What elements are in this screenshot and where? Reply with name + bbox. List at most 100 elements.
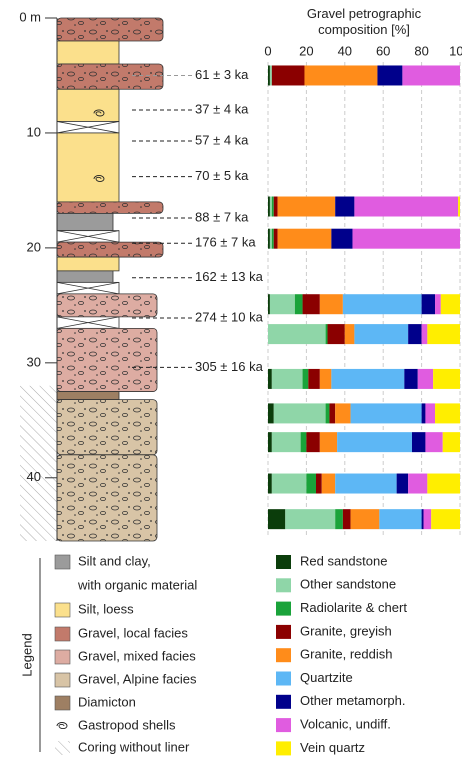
bar-segment (422, 509, 424, 529)
legend-swatch (55, 555, 70, 569)
age-label: 61 ± 3 ka (195, 67, 249, 82)
bar-segment (335, 403, 350, 423)
bar-segment (422, 324, 428, 344)
bar-segment (268, 369, 272, 389)
legend-swatch (276, 578, 291, 592)
bar-segment (268, 197, 270, 217)
legend-swatch (276, 555, 291, 569)
legend-swatch (55, 741, 70, 755)
x-tick-label: 80 (414, 43, 428, 58)
bar-segment (303, 369, 309, 389)
bar-segment (431, 509, 460, 529)
layer-texture (57, 64, 163, 89)
legend-label: Coring without liner (78, 739, 190, 754)
bar-segment (306, 432, 319, 452)
bar-segment (274, 403, 326, 423)
legend-swatch (55, 650, 70, 664)
legend-swatch (276, 672, 291, 686)
bar-segment (270, 229, 272, 249)
bar-segment (354, 197, 458, 217)
bar-segment (303, 294, 320, 314)
bar-segment (272, 197, 274, 217)
bar-segment (274, 229, 278, 249)
bar-segment (270, 197, 272, 217)
legend-label: Diamicton (78, 694, 136, 709)
bar-segment (329, 403, 335, 423)
bar-segment (268, 324, 326, 344)
bar-segment (316, 474, 322, 494)
bar-segment (335, 509, 343, 529)
core-gap (57, 317, 119, 328)
bar-segment (301, 432, 307, 452)
bar-segment (458, 197, 460, 217)
bar-segment (278, 197, 336, 217)
bar-segment (337, 432, 412, 452)
y-tick-label: 10 (27, 124, 41, 139)
age-label: 274 ± 10 ka (195, 309, 264, 324)
legend-swatch (55, 673, 70, 687)
core-gap (57, 282, 119, 293)
legend-swatch (55, 603, 70, 617)
bar-segment (320, 432, 337, 452)
page: Legend 0 m1020304061 ± 3 ka37 ± 4 ka57 ±… (0, 0, 462, 757)
bar-segment (343, 294, 422, 314)
bar-segment (331, 229, 352, 249)
bar-segment (328, 324, 345, 344)
x-tick-label: 0 (264, 43, 271, 58)
bar-segment (272, 65, 305, 85)
bar-segment (272, 369, 303, 389)
legend-swatch (276, 625, 291, 639)
age-label: 37 ± 4 ka (195, 101, 249, 116)
bar-segment (408, 324, 421, 344)
layer-texture (57, 294, 157, 317)
bar-segment (268, 294, 270, 314)
bar-segment (351, 403, 422, 423)
bar-segment (377, 65, 402, 85)
legend-label: Radiolarite & chert (300, 600, 407, 615)
bar-segment (435, 294, 441, 314)
bar-segment (435, 403, 460, 423)
age-label: 57 ± 4 ka (195, 132, 249, 147)
bar-segment (424, 509, 432, 529)
bar-segment (433, 369, 460, 389)
layer-texture (57, 202, 163, 213)
legend-label: Vein quartz (300, 740, 365, 755)
bar-segment (326, 403, 330, 423)
y-tick-label: 0 m (19, 9, 41, 24)
layer-texture (57, 242, 163, 257)
bar-segment (404, 369, 417, 389)
bar-segment (295, 294, 303, 314)
bar-segment (304, 65, 377, 85)
bar-segment (268, 474, 272, 494)
legend-label: Volcanic, undiff. (300, 717, 391, 732)
layer (57, 133, 119, 202)
bar-segment (418, 369, 433, 389)
age-label: 176 ± 7 ka (195, 235, 256, 250)
layer (57, 41, 119, 64)
age-label: 305 ± 16 ka (195, 359, 264, 374)
layer (57, 271, 113, 282)
bar-segment (270, 65, 272, 85)
age-label: 162 ± 13 ka (195, 269, 264, 284)
bar-segment (408, 474, 427, 494)
legend-swatch (55, 696, 70, 710)
x-tick-label: 60 (376, 43, 390, 58)
bar-segment (427, 324, 460, 344)
bar-segment (326, 324, 328, 344)
x-tick-label: 20 (299, 43, 313, 58)
bar-segment (272, 432, 301, 452)
bar-segment (274, 197, 278, 217)
bar-segment (335, 197, 354, 217)
x-tick-label: 40 (338, 43, 352, 58)
age-label: 88 ± 7 ka (195, 209, 249, 224)
legend-icon (57, 723, 67, 729)
bar-segment (345, 324, 355, 344)
bar-segment (343, 509, 351, 529)
bar-segment (320, 369, 332, 389)
legend-label: Silt and clay, (78, 553, 151, 568)
bar-segment (268, 403, 274, 423)
bar-segment (441, 294, 460, 314)
y-tick-label: 30 (27, 354, 41, 369)
bar-segment (320, 294, 343, 314)
legend-label: Granite, reddish (300, 647, 393, 662)
